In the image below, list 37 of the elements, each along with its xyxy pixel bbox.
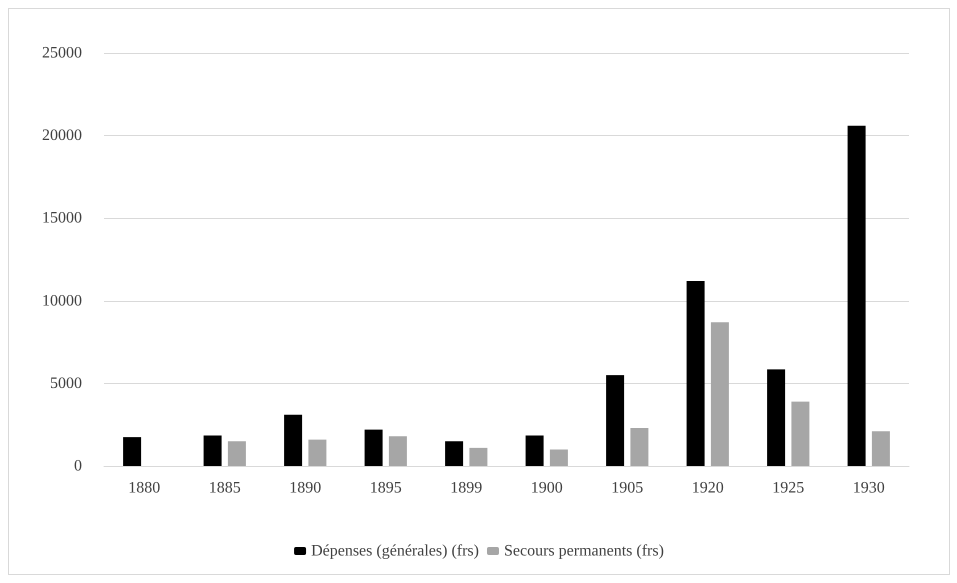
bar	[228, 441, 246, 466]
x-tick-label: 1899	[450, 480, 482, 496]
bar	[606, 375, 624, 466]
bar	[445, 441, 464, 466]
y-tick-label: 10000	[42, 292, 82, 310]
y-tick-label: 5000	[50, 374, 82, 392]
bar	[308, 440, 326, 466]
bar	[767, 369, 786, 466]
x-tick-label: 1880	[128, 480, 160, 496]
bar	[388, 436, 407, 466]
x-tick-label: 1895	[370, 480, 402, 496]
legend-label: Dépenses (générales) (frs)	[311, 542, 479, 560]
bar	[284, 414, 302, 466]
bar	[872, 431, 890, 466]
x-tick-label: 1890	[289, 480, 322, 496]
x-tick-label: 1930	[852, 480, 885, 496]
bar	[526, 435, 544, 466]
y-tick-label: 25000	[42, 44, 82, 62]
x-tick-label: 1885	[208, 480, 241, 496]
x-tick-label: 1925	[772, 480, 804, 496]
bar	[364, 430, 383, 466]
bar	[469, 448, 488, 466]
bar	[710, 322, 729, 466]
bar	[686, 280, 705, 466]
y-tick-label: 0	[74, 458, 82, 474]
x-tick-label: 1905	[611, 480, 644, 496]
bar	[848, 126, 866, 466]
y-tick-label: 15000	[42, 210, 82, 227]
bar	[204, 435, 222, 466]
x-tick-label: 1920	[692, 480, 724, 496]
bar	[123, 437, 142, 466]
bar	[791, 402, 810, 466]
legend-label: Secours permanents (frs)	[504, 542, 664, 560]
x-tick-label: 1900	[530, 480, 563, 496]
bar	[630, 428, 648, 466]
bar	[550, 449, 568, 466]
y-tick-label: 20000	[42, 127, 82, 144]
